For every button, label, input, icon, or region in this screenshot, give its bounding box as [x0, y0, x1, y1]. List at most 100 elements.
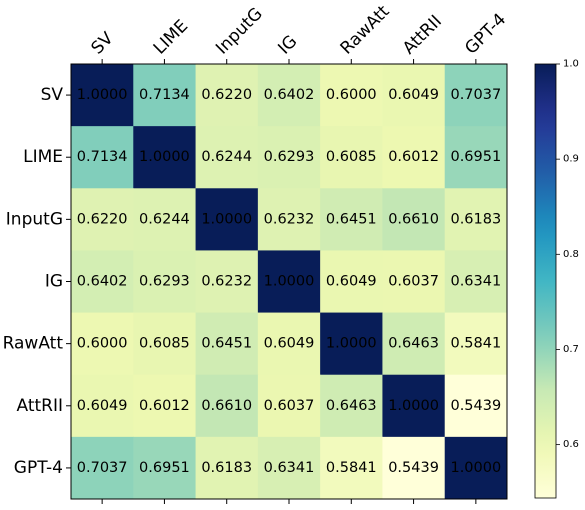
cell-label-4-5: 0.6463: [388, 336, 439, 352]
cell-label-6-5: 0.5439: [388, 460, 439, 476]
cell-label-5-0: 0.6049: [77, 398, 128, 414]
colorbar-tick-label-2: 0.8: [563, 249, 579, 260]
cell-label-5-2: 0.6610: [201, 398, 252, 414]
cell-3-4: [320, 250, 383, 314]
cell-4-1: [133, 312, 197, 376]
cell-6-4: [320, 436, 383, 500]
cell-label-2-3: 0.6232: [264, 211, 315, 227]
cell-label-5-1: 0.6012: [139, 398, 190, 414]
cell-5-6: [444, 374, 508, 438]
x-tick-label-4: RawAtt: [337, 1, 394, 58]
cell-label-4-0: 0.6000: [77, 336, 128, 352]
cell-1-1: [133, 126, 197, 189]
cell-label-0-1: 0.7134: [139, 87, 190, 103]
y-tick-label-3: IG: [45, 272, 63, 292]
heatmap-cells: 1.0000 0.7134 0.6220 0.6402 0.6000 0.6049 0.70…: [71, 64, 508, 500]
cell-label-2-2: 1.0000: [201, 211, 252, 227]
cell-5-3: [257, 374, 321, 438]
cell-6-6: [444, 436, 508, 500]
cell-2-0: [71, 188, 134, 251]
cell-0-5: [382, 64, 446, 127]
cell-label-3-4: 0.6049: [326, 274, 377, 290]
y-tick-label-1: LIME: [23, 147, 63, 167]
cell-0-6: [444, 64, 508, 127]
cell-6-5: [382, 436, 446, 500]
x-tick-label-5: AttRII: [399, 12, 446, 59]
cell-5-5: [382, 374, 446, 438]
cell-label-0-3: 0.6402: [264, 87, 315, 103]
cell-4-5: [382, 312, 446, 376]
cell-label-1-5: 0.6012: [388, 149, 439, 165]
y-tick-label-4: RawAtt: [3, 334, 64, 354]
x-tick-label-6: GPT-4: [461, 10, 510, 59]
cell-label-0-2: 0.6220: [201, 87, 252, 103]
cell-2-1: [133, 188, 197, 251]
cell-6-0: [71, 436, 134, 500]
cell-0-2: [195, 64, 259, 127]
cell-4-2: [195, 312, 259, 376]
cell-2-2: [195, 188, 259, 251]
cell-label-3-3: 1.0000: [264, 274, 315, 290]
cell-label-1-4: 0.6085: [326, 149, 377, 165]
cell-0-1: [133, 64, 197, 127]
cell-label-4-2: 0.6451: [201, 336, 252, 352]
cell-3-0: [71, 250, 134, 314]
colorbar-gradient: [534, 63, 557, 499]
cell-label-6-6: 1.0000: [450, 460, 501, 476]
cell-label-4-6: 0.5841: [450, 336, 501, 352]
cell-0-0: [71, 64, 134, 127]
cell-0-3: [257, 64, 321, 127]
cell-label-5-6: 0.5439: [450, 398, 501, 414]
cell-6-2: [195, 436, 259, 500]
cell-5-0: [71, 374, 134, 438]
cell-label-2-0: 0.6220: [77, 211, 128, 227]
x-tick-label-1: LIME: [150, 16, 192, 58]
cell-label-3-0: 0.6402: [77, 274, 128, 290]
cell-2-3: [257, 188, 321, 251]
cell-label-6-0: 0.7037: [77, 460, 128, 476]
cell-label-1-6: 0.6951: [450, 149, 501, 165]
cell-label-5-4: 0.6463: [326, 398, 377, 414]
cell-1-2: [195, 126, 259, 189]
cell-label-0-5: 0.6049: [388, 87, 439, 103]
cell-4-4: [320, 312, 383, 376]
cell-label-6-2: 0.6183: [201, 460, 252, 476]
cell-3-1: [133, 250, 197, 314]
cell-5-4: [320, 374, 383, 438]
cell-label-5-3: 0.6037: [264, 398, 315, 414]
cell-label-5-5: 1.0000: [388, 398, 439, 414]
y-tick-label-2: InputG: [6, 209, 63, 229]
colorbar-ticks: 0.6 0.7 0.8 0.9 1.0: [556, 59, 579, 450]
cell-2-4: [320, 188, 383, 251]
y-axis: SV LIME InputG IG RawAtt AttRII GPT-4: [3, 85, 71, 478]
cell-3-6: [444, 250, 508, 314]
cell-label-3-1: 0.6293: [139, 274, 190, 290]
cell-label-3-6: 0.6341: [450, 274, 501, 290]
colorbar-tick-label-0: 0.6: [563, 439, 579, 450]
cell-5-1: [133, 374, 197, 438]
cell-6-1: [133, 436, 197, 500]
colorbar: 0.6 0.7 0.8 0.9 1.0: [534, 59, 579, 499]
cell-4-0: [71, 312, 134, 376]
cell-label-2-4: 0.6451: [326, 211, 377, 227]
colorbar-tick-label-4: 1.0: [563, 59, 579, 70]
x-tick-label-3: IG: [274, 32, 301, 59]
cell-label-4-4: 1.0000: [326, 336, 377, 352]
cell-label-1-0: 0.7134: [77, 149, 128, 165]
cell-label-6-4: 0.5841: [326, 460, 377, 476]
cell-label-2-6: 0.6183: [450, 211, 501, 227]
cell-label-6-3: 0.6341: [264, 460, 315, 476]
y-tick-label-0: SV: [41, 85, 64, 105]
cell-3-2: [195, 250, 259, 314]
cell-1-4: [320, 126, 383, 189]
cell-4-6: [444, 312, 508, 376]
cell-4-3: [257, 312, 321, 376]
colorbar-tick-label-1: 0.7: [563, 344, 579, 355]
x-tick-label-0: SV: [88, 28, 118, 58]
y-tick-label-5: AttRII: [16, 396, 63, 416]
cell-label-1-2: 0.6244: [201, 149, 252, 165]
colorbar-tick-label-3: 0.9: [563, 154, 579, 165]
cell-label-3-5: 0.6037: [388, 274, 439, 290]
cell-1-3: [257, 126, 321, 189]
